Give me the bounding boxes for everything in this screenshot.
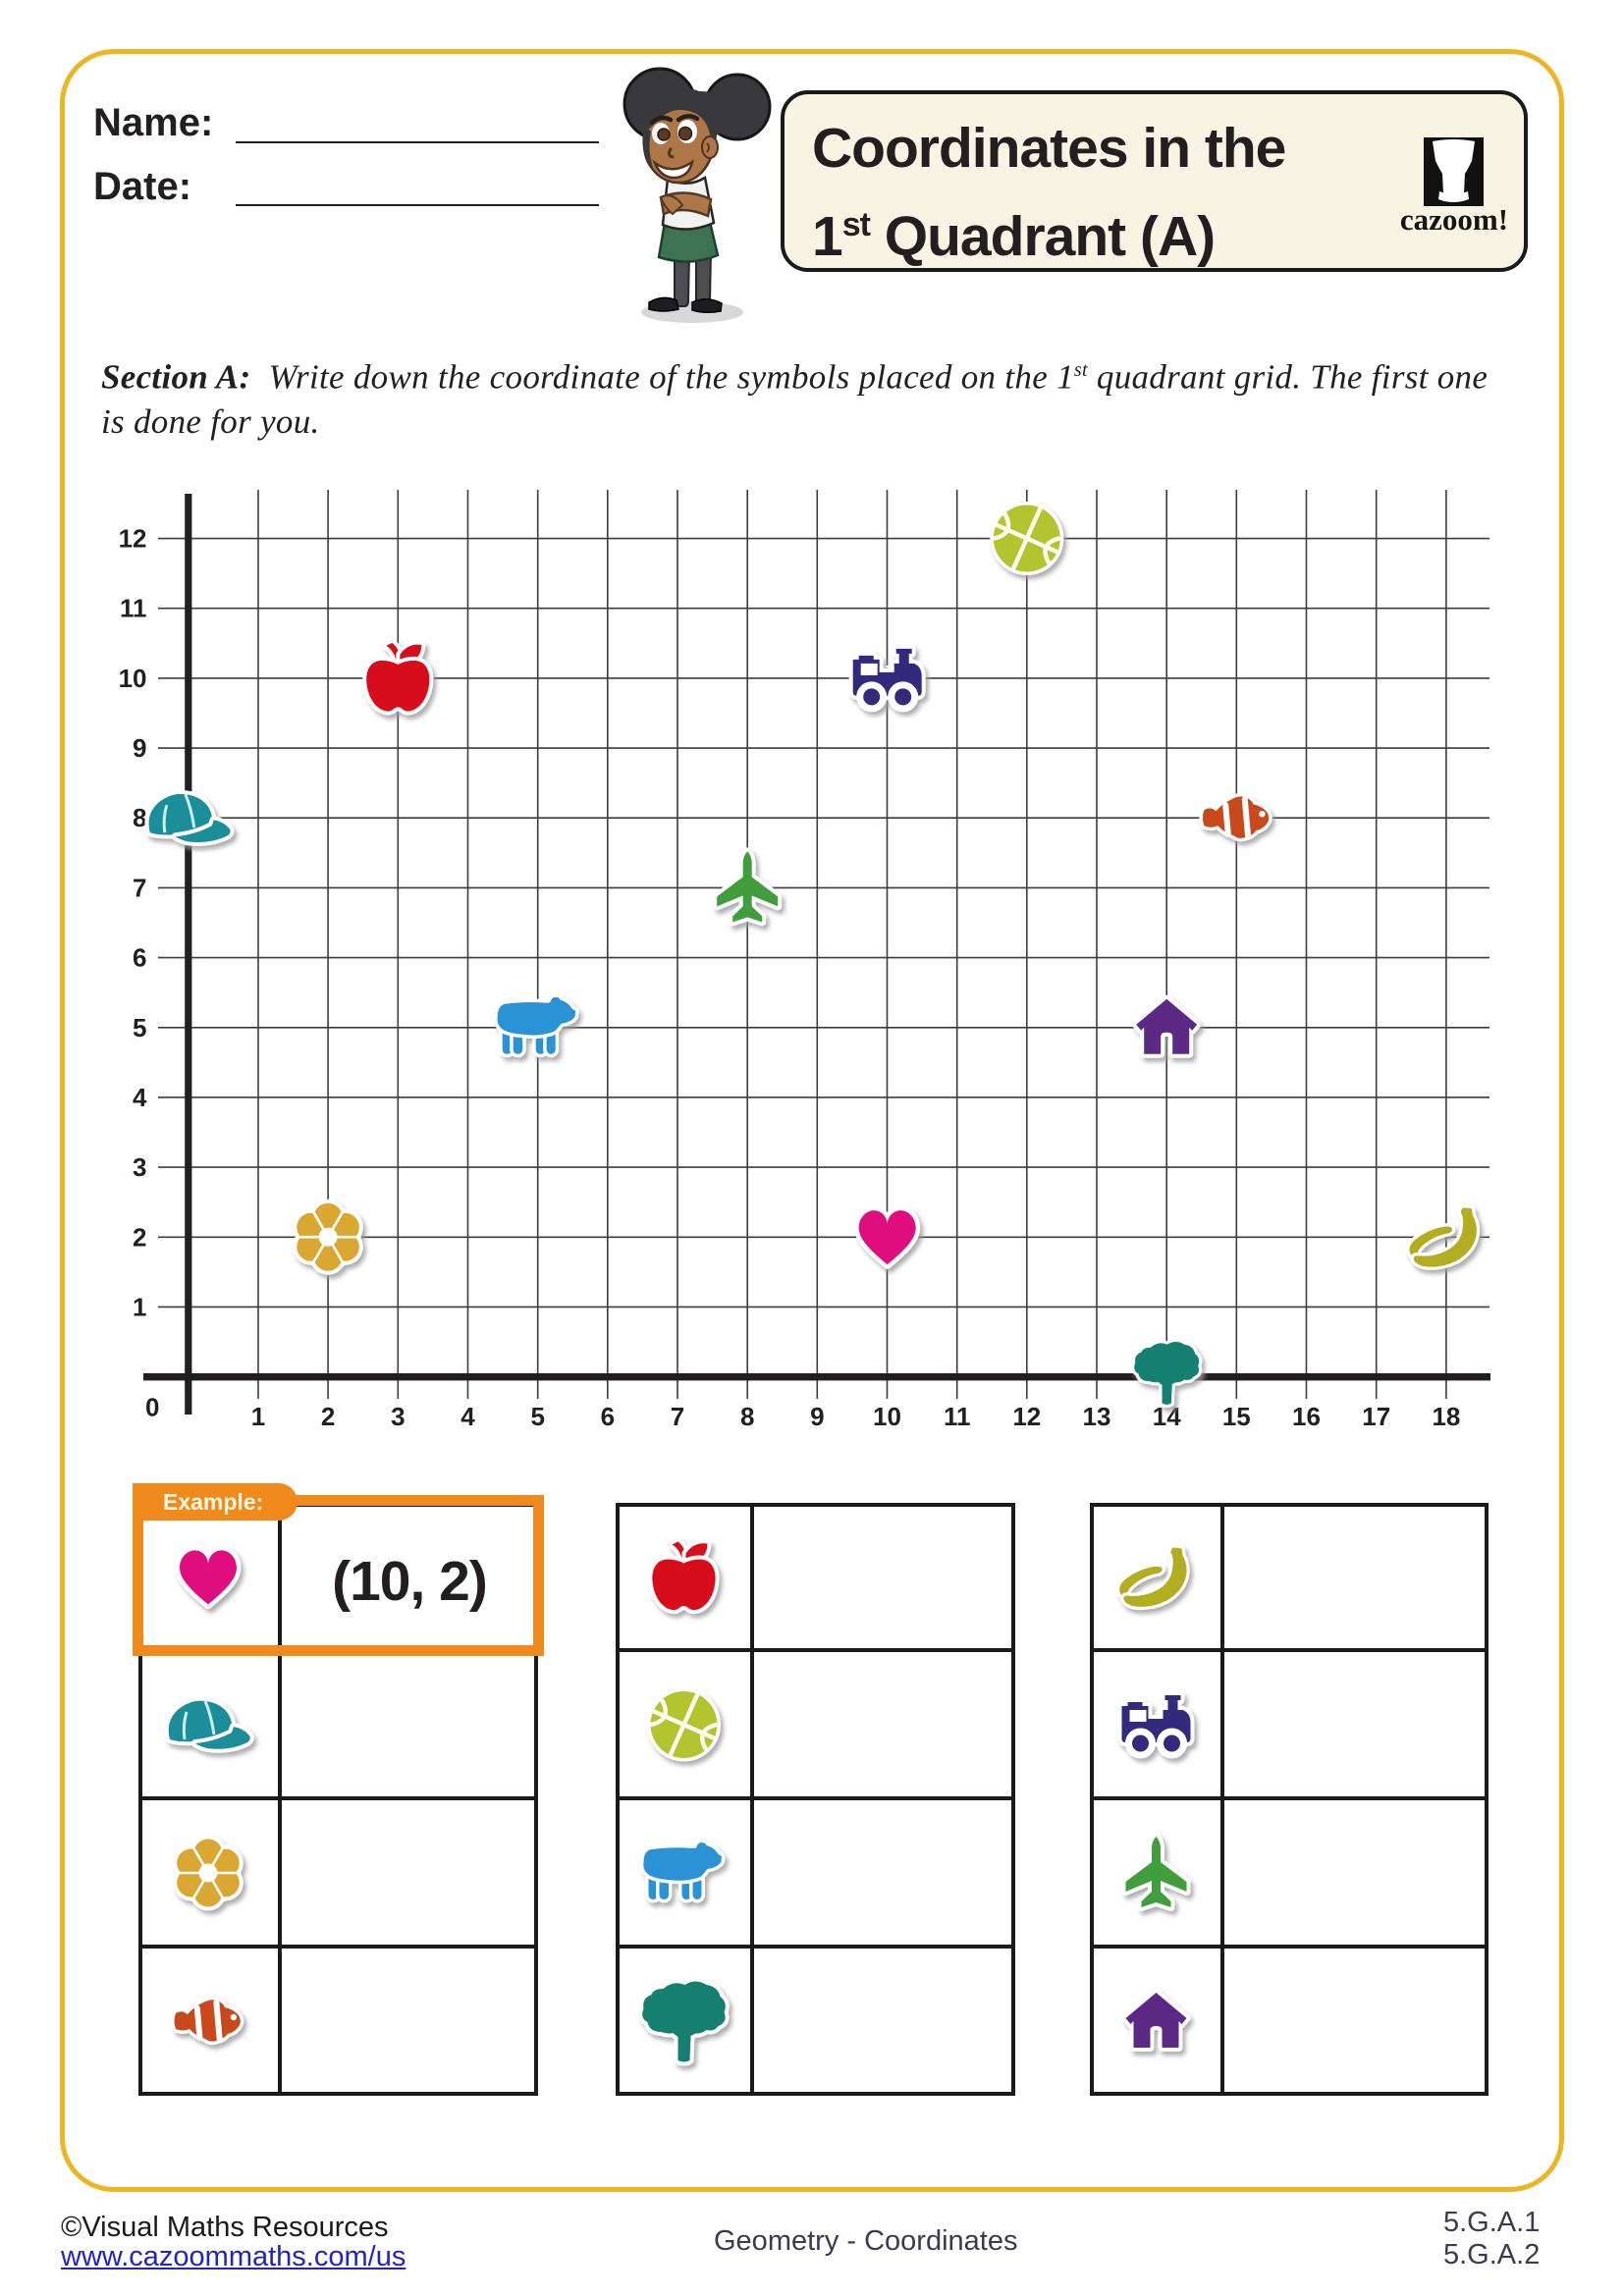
svg-text:5: 5 xyxy=(133,1013,146,1042)
svg-text:9: 9 xyxy=(133,733,146,763)
svg-text:12: 12 xyxy=(119,524,147,554)
svg-text:1: 1 xyxy=(133,1292,146,1321)
svg-text:0: 0 xyxy=(145,1393,159,1422)
svg-text:18: 18 xyxy=(1432,1402,1460,1431)
svg-text:6: 6 xyxy=(133,943,146,973)
svg-text:13: 13 xyxy=(1083,1402,1111,1431)
svg-text:10: 10 xyxy=(873,1402,901,1431)
svg-text:8: 8 xyxy=(740,1402,754,1431)
svg-text:16: 16 xyxy=(1292,1402,1321,1431)
svg-text:7: 7 xyxy=(671,1402,684,1431)
svg-text:4: 4 xyxy=(133,1083,147,1112)
svg-text:8: 8 xyxy=(133,803,146,832)
svg-text:2: 2 xyxy=(321,1402,335,1431)
svg-text:6: 6 xyxy=(601,1402,615,1431)
svg-text:3: 3 xyxy=(391,1402,405,1431)
svg-text:1: 1 xyxy=(251,1402,265,1431)
svg-text:9: 9 xyxy=(810,1402,824,1431)
svg-text:2: 2 xyxy=(133,1222,146,1252)
svg-text:7: 7 xyxy=(133,873,146,902)
svg-text:12: 12 xyxy=(1012,1402,1041,1431)
svg-text:10: 10 xyxy=(119,664,147,693)
svg-text:5: 5 xyxy=(530,1402,544,1431)
svg-text:11: 11 xyxy=(120,594,147,623)
svg-text:15: 15 xyxy=(1222,1402,1251,1431)
svg-text:17: 17 xyxy=(1362,1402,1390,1431)
svg-text:11: 11 xyxy=(944,1402,971,1431)
svg-text:3: 3 xyxy=(133,1152,146,1182)
svg-text:4: 4 xyxy=(460,1402,475,1431)
